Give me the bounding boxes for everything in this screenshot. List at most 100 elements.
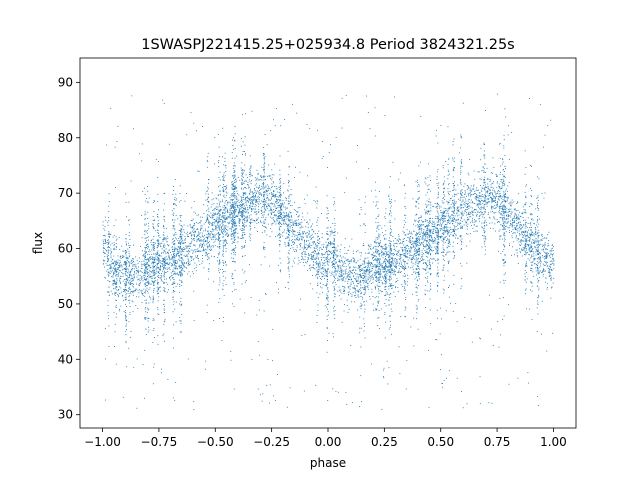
data-point bbox=[334, 247, 335, 249]
data-point bbox=[519, 234, 520, 236]
data-point bbox=[531, 251, 533, 253]
data-point bbox=[187, 231, 188, 233]
data-point bbox=[541, 272, 543, 273]
data-point bbox=[233, 219, 235, 220]
data-point bbox=[379, 281, 380, 283]
data-point bbox=[538, 272, 540, 274]
data-point bbox=[370, 248, 371, 249]
data-point bbox=[402, 268, 404, 270]
data-point bbox=[168, 289, 169, 291]
data-point bbox=[433, 229, 435, 231]
data-point bbox=[247, 197, 249, 199]
data-point bbox=[179, 242, 181, 243]
data-point bbox=[440, 230, 441, 232]
data-point bbox=[164, 262, 166, 264]
data-point bbox=[343, 262, 345, 264]
data-point bbox=[395, 265, 397, 267]
data-point bbox=[127, 268, 129, 270]
data-point bbox=[168, 266, 170, 268]
data-point bbox=[354, 288, 356, 289]
data-point bbox=[374, 275, 376, 277]
data-point bbox=[388, 257, 389, 259]
data-point bbox=[483, 184, 484, 186]
data-point bbox=[188, 236, 189, 237]
data-point bbox=[114, 262, 116, 263]
data-point bbox=[132, 265, 133, 267]
data-point bbox=[372, 303, 374, 305]
data-point bbox=[549, 275, 551, 277]
data-point bbox=[389, 246, 391, 248]
data-point bbox=[518, 217, 520, 219]
data-point bbox=[311, 225, 312, 227]
data-point bbox=[146, 264, 148, 265]
data-point bbox=[421, 232, 423, 234]
data-point bbox=[327, 269, 329, 270]
data-point bbox=[535, 238, 537, 239]
data-point bbox=[316, 269, 318, 271]
data-point bbox=[423, 246, 425, 247]
data-point bbox=[182, 239, 184, 241]
data-point bbox=[229, 214, 231, 216]
data-point bbox=[232, 219, 233, 221]
data-point bbox=[183, 254, 185, 256]
data-point bbox=[410, 231, 412, 233]
data-point bbox=[298, 233, 300, 235]
data-point bbox=[424, 246, 426, 248]
data-point bbox=[348, 261, 350, 263]
data-point bbox=[292, 232, 294, 234]
data-point bbox=[155, 255, 157, 257]
data-point bbox=[539, 252, 541, 254]
data-point bbox=[376, 270, 378, 272]
data-point bbox=[143, 278, 145, 280]
data-point bbox=[159, 290, 161, 292]
data-point bbox=[263, 211, 265, 213]
data-point bbox=[119, 280, 121, 282]
data-point bbox=[255, 190, 257, 192]
data-point bbox=[200, 236, 202, 238]
data-point bbox=[301, 237, 302, 239]
data-point bbox=[395, 281, 396, 283]
data-point bbox=[383, 266, 385, 268]
data-point bbox=[250, 174, 252, 176]
data-point bbox=[102, 224, 104, 226]
data-point bbox=[546, 257, 548, 259]
data-point bbox=[287, 229, 289, 231]
data-point bbox=[494, 191, 496, 193]
data-point bbox=[117, 269, 119, 270]
data-point bbox=[466, 206, 468, 208]
data-point bbox=[284, 242, 286, 243]
data-point bbox=[174, 243, 176, 245]
data-point bbox=[298, 260, 300, 261]
data-point bbox=[272, 209, 274, 210]
data-point bbox=[120, 305, 122, 307]
data-point bbox=[366, 262, 368, 264]
data-point bbox=[421, 243, 423, 245]
data-point bbox=[551, 286, 553, 288]
data-point bbox=[333, 244, 335, 246]
data-point bbox=[331, 271, 333, 273]
data-point bbox=[255, 194, 256, 196]
data-point bbox=[526, 235, 528, 237]
data-point bbox=[472, 210, 474, 212]
data-point bbox=[212, 235, 214, 237]
data-point bbox=[256, 199, 257, 201]
data-point bbox=[112, 276, 114, 278]
data-point bbox=[249, 229, 251, 231]
data-point bbox=[372, 248, 374, 249]
data-point bbox=[376, 249, 378, 251]
data-point bbox=[183, 243, 185, 244]
data-point bbox=[133, 258, 134, 260]
data-point bbox=[482, 202, 484, 204]
data-point bbox=[245, 197, 247, 198]
data-point bbox=[275, 223, 277, 225]
data-point bbox=[466, 233, 468, 235]
data-point bbox=[254, 184, 256, 186]
data-point bbox=[454, 209, 455, 211]
data-point bbox=[444, 218, 446, 219]
data-point bbox=[129, 275, 130, 277]
data-point bbox=[369, 279, 371, 281]
data-point bbox=[445, 230, 447, 231]
data-point bbox=[424, 239, 426, 241]
data-point bbox=[297, 237, 299, 239]
data-point bbox=[226, 204, 228, 206]
